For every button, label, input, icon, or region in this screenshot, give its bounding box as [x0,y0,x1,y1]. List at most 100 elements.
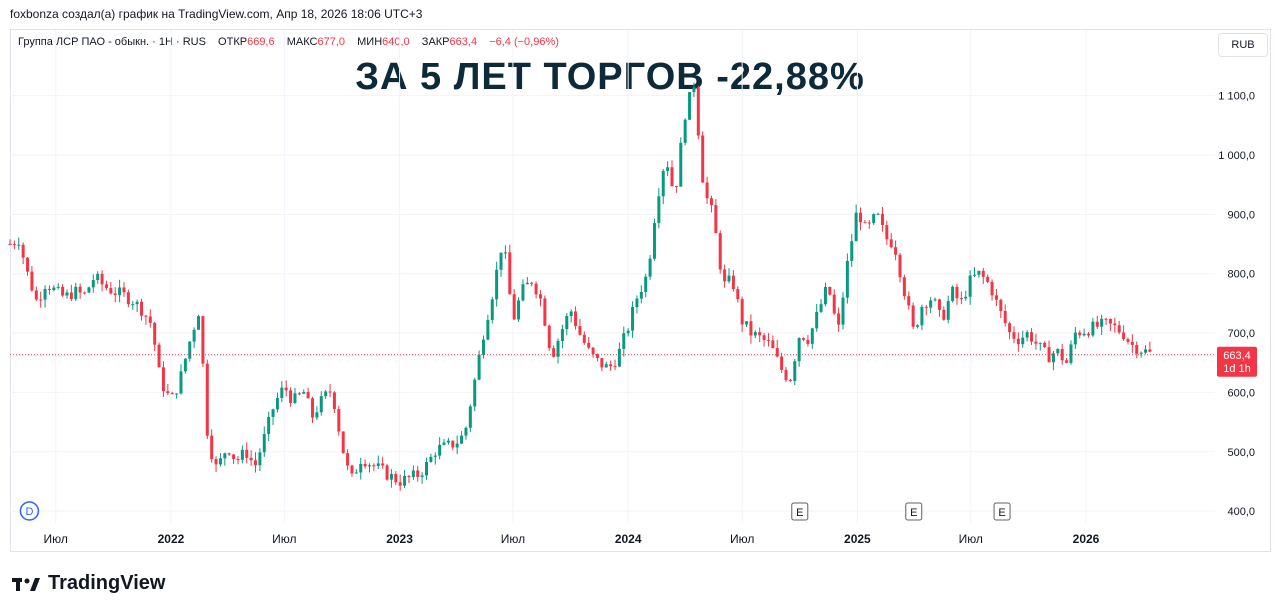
close-value: 663,4 [449,36,478,48]
candle-body [1073,332,1077,345]
x-tick-label: 2024 [615,532,642,546]
candle-body [332,392,336,409]
candle-body [635,298,639,307]
candle-body [749,321,753,336]
candle-body [346,453,350,466]
earnings-marker-label: E [796,507,803,519]
candle-body [652,223,656,259]
candle-body [78,286,82,293]
candle-body [999,299,1003,311]
candle-body [403,475,407,486]
candle-body [157,344,161,368]
candle-body [328,391,332,393]
candle-body [679,142,683,187]
candle-body [267,416,271,435]
candle-body [639,291,643,299]
candle-body [411,470,415,478]
y-tick-label: 1 100,0 [1218,91,1255,103]
candle-body [429,456,433,462]
currency-button[interactable]: RUB [1218,33,1268,57]
candle-body [109,288,113,294]
candle-body [1025,332,1029,338]
candle-body [433,455,437,457]
candle-body [964,296,968,299]
candle-body [481,339,485,355]
candle-body [657,196,661,224]
candle-body [613,366,617,368]
tradingview-logo-icon [12,577,40,591]
candle-body [1104,318,1108,320]
candle-body [166,391,170,394]
x-tick-label: Июл [272,532,296,546]
candle-body [1122,332,1126,340]
candle-body [1078,332,1082,336]
candle-body [723,269,727,282]
candle-body [788,380,792,382]
x-tick-label: Июл [730,532,754,546]
candle-body [442,442,446,445]
y-tick-label: 700,0 [1227,328,1255,340]
candle-body [161,367,165,392]
symbol-label[interactable]: Группа ЛСР ПАО - обыкн. · 1Н · RUS [18,36,206,48]
candle-body [407,475,411,478]
candle-body [271,409,275,417]
candle-body [705,182,709,199]
x-tick-label: 2023 [386,532,413,546]
candle-body [929,300,933,308]
candle-body [538,294,542,299]
candle-body [1087,333,1091,336]
low-value: 640,0 [382,36,410,48]
earnings-marker-label: E [998,507,1005,519]
candle-body [674,186,678,188]
candle-body [368,465,372,467]
candle-body [464,427,468,436]
candle-body [828,286,832,295]
candle-body [315,412,319,418]
x-tick-label: 2026 [1073,532,1100,546]
candle-body [100,273,104,285]
ohlc-legend: Группа ЛСР ПАО - обыкн. · 1Н · RUS ОТКР6… [18,36,559,48]
candle-body [148,316,152,323]
candle-body [872,214,876,224]
candle-body [319,396,323,413]
candle-body [1144,349,1148,353]
high-label: МАКС [286,36,318,48]
candle-body [372,465,376,467]
candle-body [1051,353,1055,363]
candle-body [880,213,884,226]
candle-body [280,387,284,398]
candle-body [254,460,258,466]
y-tick-label: 1 000,0 [1218,150,1255,162]
x-tick-label: Июл [44,532,68,546]
candle-body [666,167,670,171]
candle-body [39,299,43,301]
candle-body [797,338,801,362]
candle-body [21,244,25,258]
candle-body [885,225,889,240]
candle-body [284,387,288,391]
candle-body [1095,321,1099,327]
candle-body [490,299,494,320]
tradingview-logo[interactable]: TradingView [12,572,165,595]
candle-body [683,119,687,143]
candle-body [894,247,898,255]
candle-body [1108,318,1112,324]
candle-body [1148,349,1152,352]
candle-body [994,295,998,300]
close-label: ЗАКР [421,36,450,48]
earnings-marker-label: E [910,507,917,519]
candle-body [709,198,713,206]
candle-body [30,271,34,291]
candle-body [714,205,718,234]
candle-body [876,213,880,215]
candle-body [214,459,218,465]
candle-body [302,392,306,394]
candle-body [946,300,950,320]
candle-body [473,379,477,407]
candle-body [153,322,157,345]
candle-body [183,358,187,372]
candle-body [420,475,424,477]
candle-body [227,453,231,455]
candle-body [232,454,236,459]
